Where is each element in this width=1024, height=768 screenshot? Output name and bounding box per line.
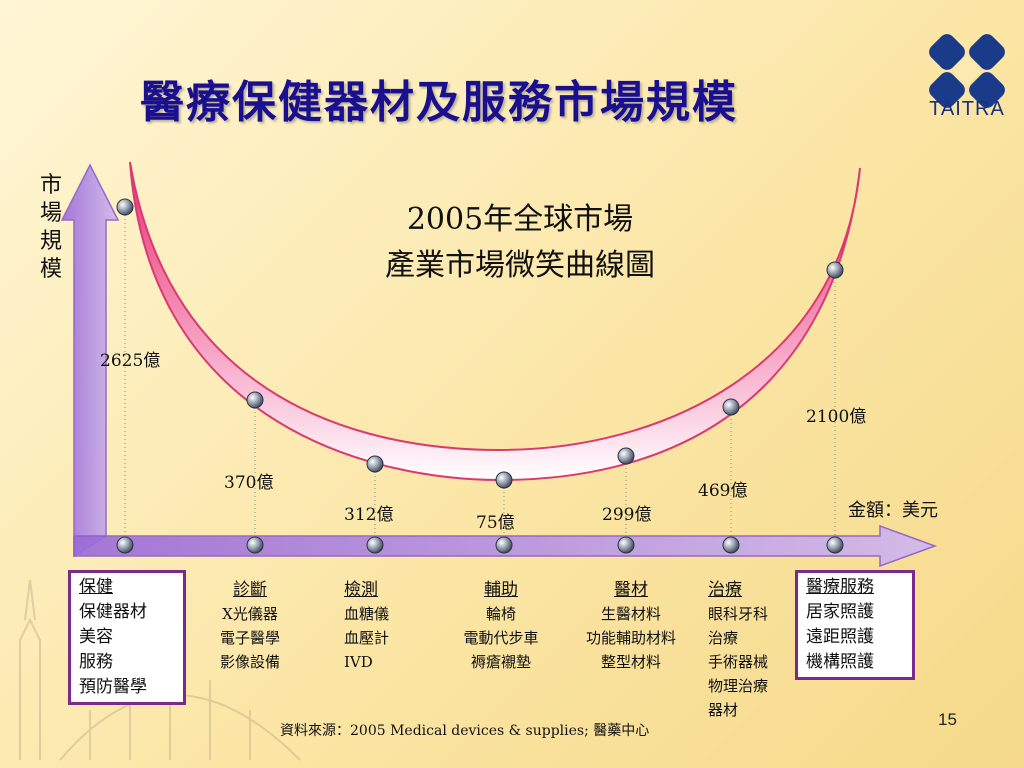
category-item: 治療: [708, 629, 739, 647]
smile-curve: [129, 161, 861, 482]
source-note: 資料來源：2005 Medical devices & supplies; 醫藥…: [280, 723, 650, 739]
category-box-medical-services: 醫療服務 居家照護 遠距照護 機構照護: [795, 570, 915, 680]
category-item: 生醫材料: [600, 605, 661, 623]
category-item: 血糖儀: [344, 605, 390, 623]
y-axis-char-3: 規: [40, 229, 63, 254]
category-item: X光儀器: [222, 605, 278, 623]
chart-subtitle-2: 產業市場微笑曲線圖: [385, 248, 655, 283]
value-label-3: 312億: [344, 505, 394, 525]
curve-point-3: [366, 455, 384, 473]
y-axis-char-4: 模: [40, 257, 63, 282]
unit-label: 金額：美元: [848, 500, 938, 521]
category-item: 預防醫學: [79, 677, 147, 697]
category-item: 美容: [79, 627, 113, 647]
axis-point-6: [722, 536, 740, 554]
category-item: 功能輔助材料: [585, 629, 676, 647]
category-item: IVD: [344, 653, 373, 671]
curve-point-6: [722, 398, 740, 416]
category-head: 醫療服務: [806, 577, 874, 597]
category-item: 物理治療: [708, 677, 769, 695]
category-item: 整型材料: [600, 653, 661, 671]
category-item: 褥瘡襯墊: [470, 653, 531, 671]
curve-point-7: [826, 261, 844, 279]
curve-point-2: [246, 391, 264, 409]
value-label-1: 2625億: [100, 351, 161, 371]
category-item: 眼科牙科: [708, 605, 769, 623]
axis-point-1: [116, 536, 134, 554]
value-label-4: 75億: [476, 513, 515, 533]
category-item: 居家照護: [806, 602, 874, 622]
page-number: 15: [938, 710, 957, 729]
category-assistive: 輔助 輪椅 電動代步車 褥瘡襯墊: [446, 578, 556, 674]
category-diagnosis: 診斷 X光儀器 電子醫學 影像設備: [200, 578, 300, 674]
category-item: 血壓計: [344, 629, 390, 647]
chart-subtitle-1: 2005年全球市場: [406, 202, 634, 237]
category-head: 治療: [708, 580, 742, 600]
axis-point-3: [366, 536, 384, 554]
logo-text: TAITRA: [929, 98, 1005, 120]
category-head: 醫材: [614, 580, 648, 600]
axis-point-5: [617, 536, 635, 554]
axis-point-2: [246, 536, 264, 554]
value-label-5: 299億: [602, 505, 652, 525]
curve-point-5: [617, 447, 635, 465]
page-title: 醫療保健器材及服務市場規模: [140, 77, 738, 128]
category-item: 機構照護: [806, 652, 874, 672]
curve-point-4: [495, 471, 513, 489]
y-axis-arrow: [60, 163, 120, 558]
category-item: 遠距照護: [806, 627, 874, 647]
category-head: 診斷: [233, 580, 267, 600]
category-item: 手術器械: [708, 653, 769, 671]
axis-point-4: [495, 536, 513, 554]
y-axis-char-1: 市: [40, 173, 63, 198]
curve-point-1: [116, 198, 134, 216]
category-head: 輔助: [484, 580, 518, 600]
category-item: 電動代步車: [463, 629, 539, 647]
taitra-logo: [929, 34, 1005, 108]
category-head: 保健: [79, 577, 113, 597]
category-item: 電子醫學: [219, 629, 280, 647]
category-testing: 檢測 血糖儀 血壓計 IVD: [344, 578, 424, 674]
category-treatment: 治療 眼科牙科 治療 手術器械 物理治療 器材: [708, 578, 792, 722]
category-item: 輪椅: [485, 605, 516, 623]
value-label-2: 370億: [224, 473, 274, 493]
y-axis-char-2: 場: [40, 201, 63, 226]
axis-point-7: [826, 536, 844, 554]
category-box-healthcare: 保健 保健器材 美容 服務 預防醫學: [68, 570, 186, 705]
category-item: 器材: [708, 701, 739, 719]
category-materials: 醫材 生醫材料 功能輔助材料 整型材料: [566, 578, 696, 674]
category-item: 保健器材: [79, 602, 147, 622]
y-axis-label: 市 場 規 模: [40, 172, 66, 284]
category-head: 檢測: [344, 580, 378, 600]
category-item: 服務: [79, 652, 113, 672]
value-label-6: 469億: [698, 481, 748, 501]
category-item: 影像設備: [219, 653, 280, 671]
value-label-7: 2100億: [806, 407, 867, 427]
